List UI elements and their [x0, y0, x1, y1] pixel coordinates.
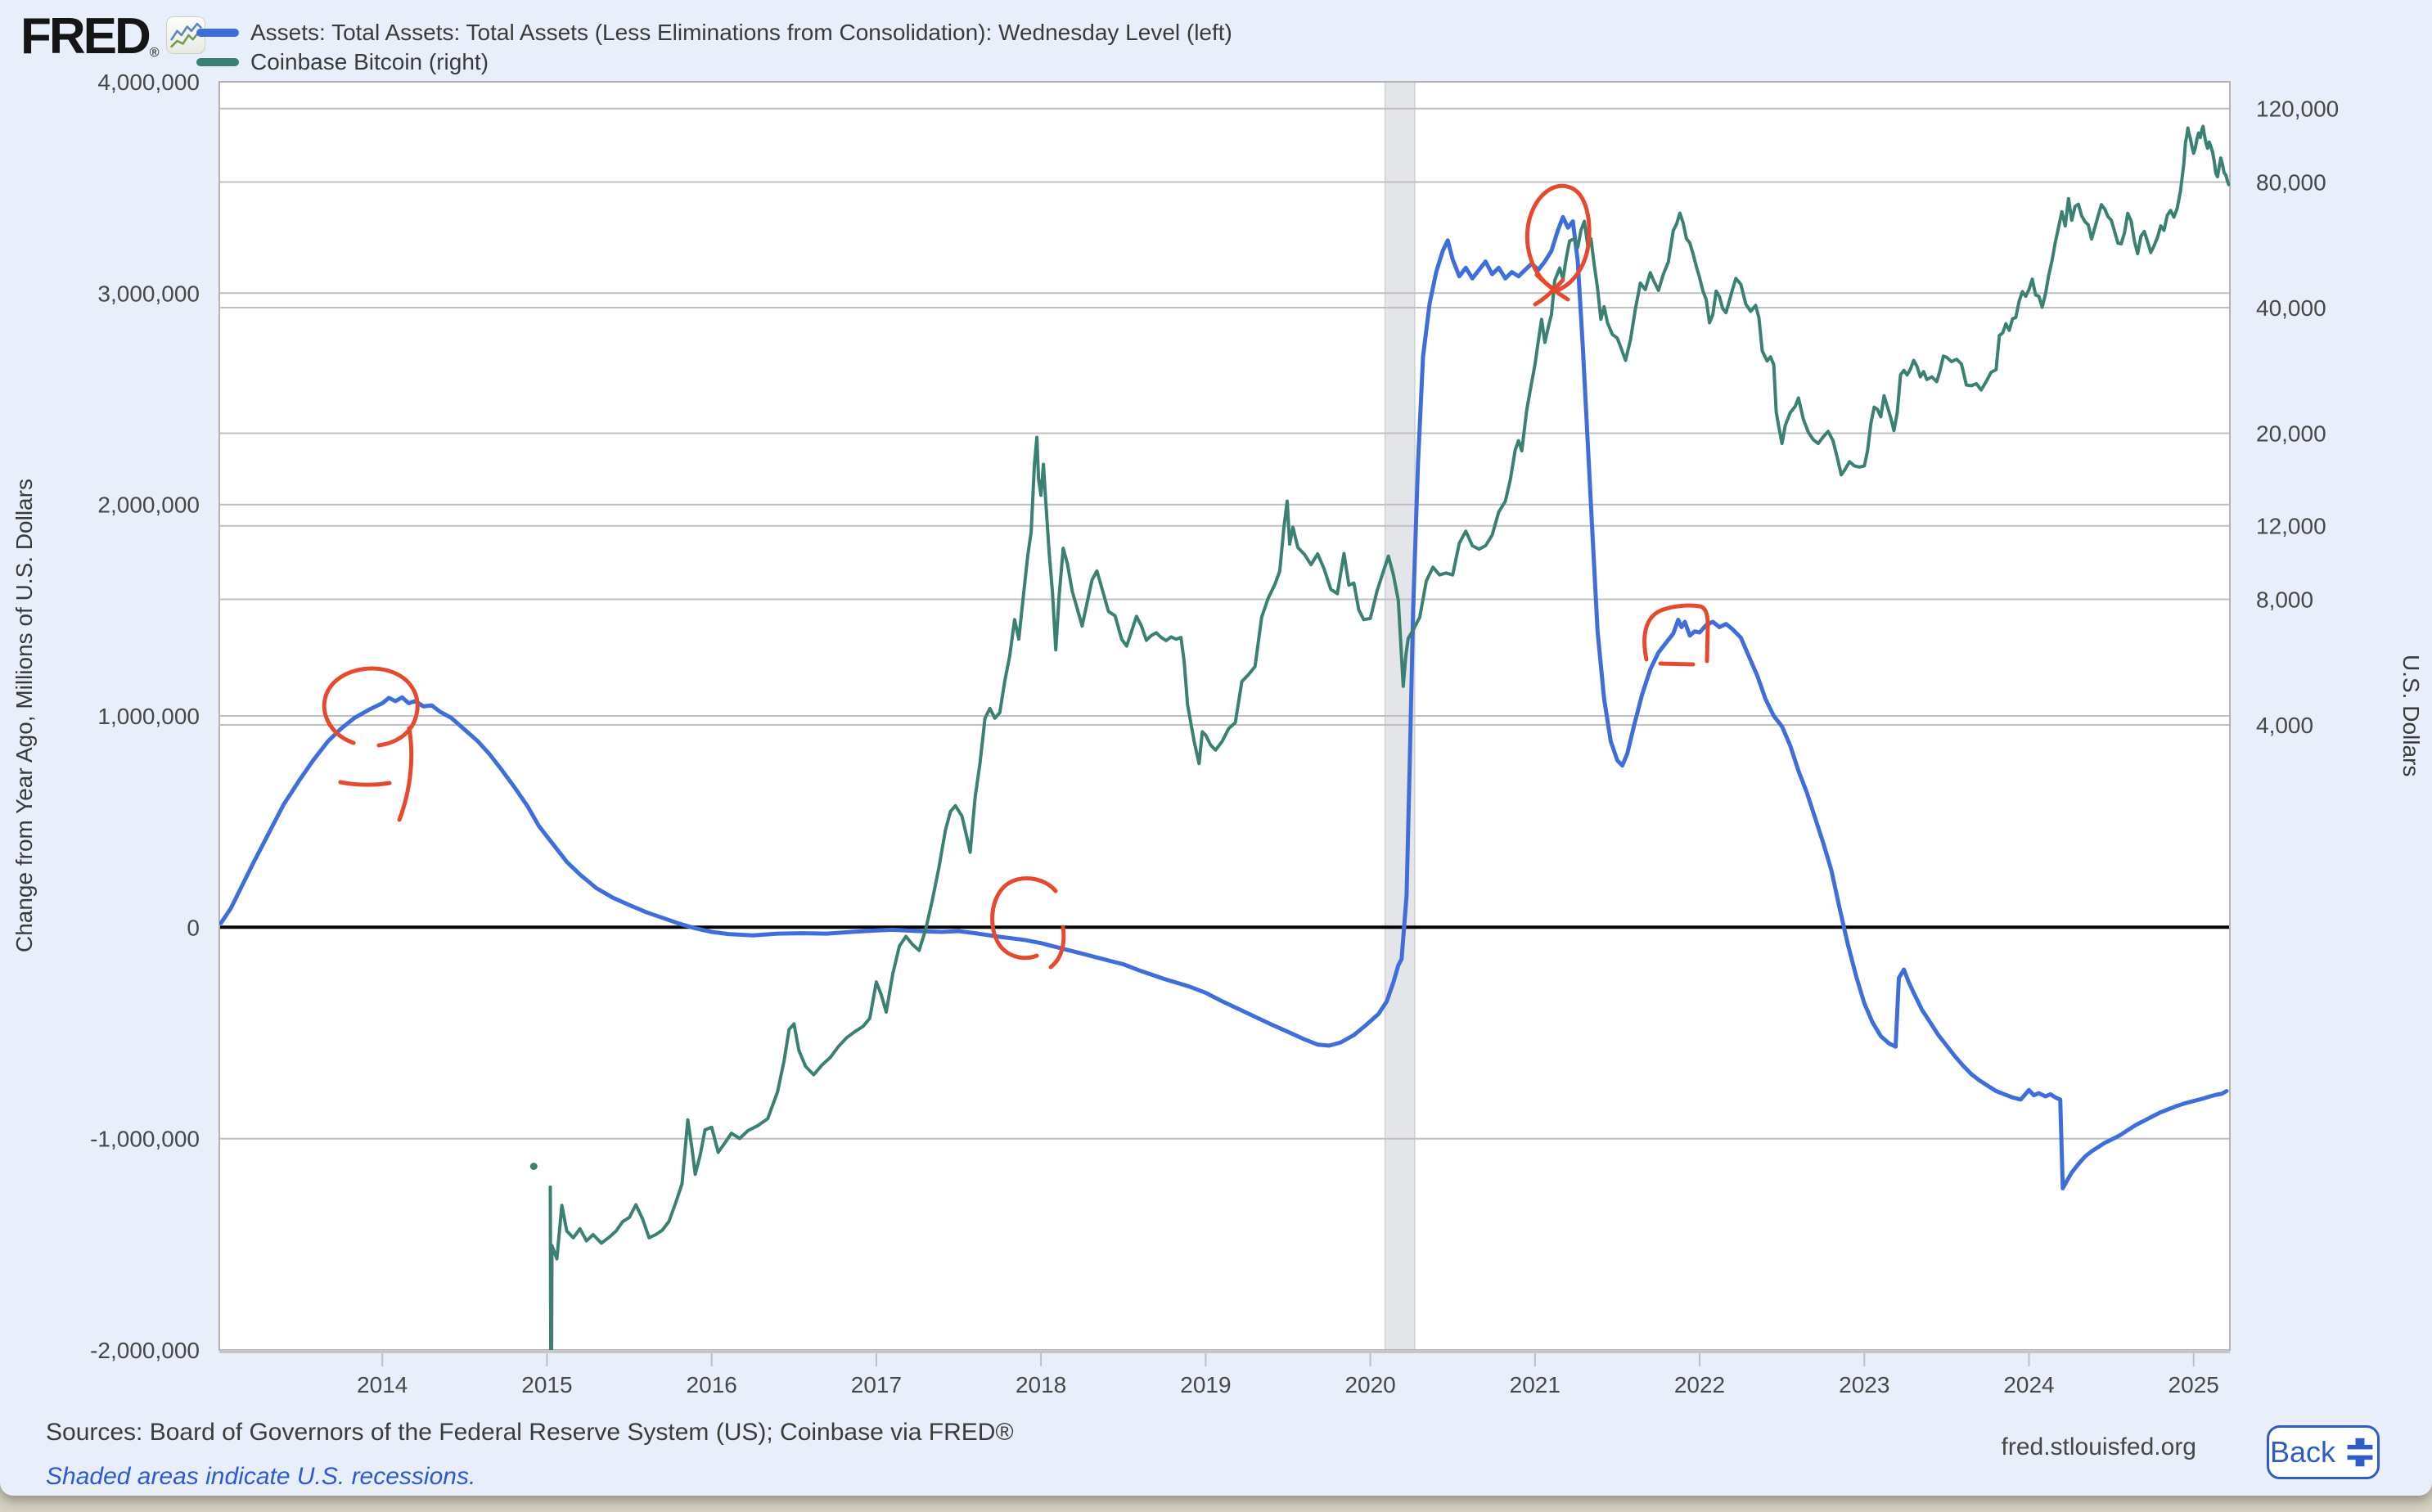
series-first-point	[529, 1163, 538, 1170]
series-line-1	[548, 124, 2230, 1350]
svg-text:2017: 2017	[851, 1372, 902, 1397]
svg-text:2023: 2023	[1839, 1372, 1889, 1397]
svg-text:2019: 2019	[1180, 1372, 1231, 1397]
svg-text:2025: 2025	[2169, 1372, 2219, 1397]
compress-arrows-icon	[2347, 1438, 2373, 1467]
svg-text:2022: 2022	[1674, 1372, 1725, 1397]
svg-text:40,000: 40,000	[2256, 295, 2326, 321]
svg-text:80,000: 80,000	[2256, 170, 2326, 196]
circle-2022-assets-plateau	[1642, 603, 1710, 664]
legend-row-bitcoin: Coinbase Bitcoin (right)	[196, 47, 1232, 77]
svg-text:0: 0	[187, 915, 200, 940]
svg-text:8,000: 8,000	[2256, 587, 2313, 613]
svg-text:2,000,000: 2,000,000	[97, 493, 200, 518]
svg-text:20,000: 20,000	[2256, 421, 2326, 447]
circle-2014-assets-peak	[397, 726, 414, 822]
svg-text:1,000,000: 1,000,000	[97, 704, 200, 729]
svg-text:3,000,000: 3,000,000	[97, 281, 200, 306]
right-axis-title: U.S. Dollars	[2398, 655, 2424, 777]
circle-2018-zero-dip	[990, 876, 1058, 961]
chart-legend: Assets: Total Assets: Total Assets (Less…	[196, 18, 1232, 77]
svg-text:4,000,000: 4,000,000	[97, 70, 200, 95]
svg-text:-1,000,000: -1,000,000	[90, 1127, 200, 1152]
svg-text:4,000: 4,000	[2256, 713, 2313, 738]
svg-text:2021: 2021	[1510, 1372, 1561, 1397]
right-axis-labels: 120,000 80,000 40,000 20,000 12,000 8,000 4,00…	[2256, 97, 2339, 738]
legend-swatch-bitcoin	[196, 58, 239, 66]
sources-text: Sources: Board of Governors of the Feder…	[46, 1419, 1014, 1446]
svg-text:120,000: 120,000	[2256, 97, 2339, 122]
legend-row-assets: Assets: Total Assets: Total Assets (Less…	[196, 18, 1232, 47]
back-button-label: Back	[2269, 1435, 2336, 1469]
fred-logo-registered-mark: ®	[149, 46, 160, 60]
site-url-text: fred.stlouisfed.org	[2001, 1433, 2196, 1460]
circle-2021-assets-peak	[1533, 277, 1565, 307]
fred-line-chart[interactable]: 4,000,000 3,000,000 2,000,000 1,000,000 0 -1,…	[0, 0, 2432, 1415]
circle-2021-assets-peak	[1534, 272, 1570, 302]
svg-text:2018: 2018	[1016, 1372, 1066, 1397]
svg-text:2020: 2020	[1344, 1372, 1395, 1397]
svg-text:2016: 2016	[687, 1372, 737, 1397]
fred-logo-text: FRED	[20, 8, 151, 65]
legend-label-bitcoin: Coinbase Bitcoin (right)	[250, 49, 489, 74]
circle-2014-assets-peak	[322, 666, 420, 748]
left-axis-labels: 4,000,000 3,000,000 2,000,000 1,000,000 0 -1,…	[90, 70, 200, 1363]
recession-note-link[interactable]: Shaded areas indicate U.S. recessions.	[46, 1463, 476, 1490]
circle-2021-assets-peak	[1525, 183, 1592, 292]
fred-logo[interactable]: FRED ®	[20, 8, 205, 65]
gridlines	[219, 107, 2230, 1140]
x-tick-marks	[381, 1353, 2195, 1366]
legend-label-assets: Assets: Total Assets: Total Assets (Less…	[250, 20, 1232, 45]
legend-swatch-assets	[196, 29, 239, 37]
annotations	[322, 183, 1710, 970]
svg-text:2024: 2024	[2003, 1372, 2054, 1397]
svg-text:2015: 2015	[521, 1372, 572, 1397]
svg-text:-2,000,000: -2,000,000	[90, 1338, 200, 1363]
x-axis-labels: 2014 2015 2016 2017 2018 2019 2020 2021 2022 2023…	[357, 1372, 2219, 1397]
svg-text:12,000: 12,000	[2256, 514, 2326, 539]
back-button[interactable]: Back	[2267, 1425, 2380, 1479]
circle-2014-assets-peak	[338, 780, 392, 787]
svg-text:2014: 2014	[357, 1372, 408, 1397]
series-line-0	[219, 214, 2229, 1190]
circle-2018-zero-dip	[1048, 925, 1066, 970]
